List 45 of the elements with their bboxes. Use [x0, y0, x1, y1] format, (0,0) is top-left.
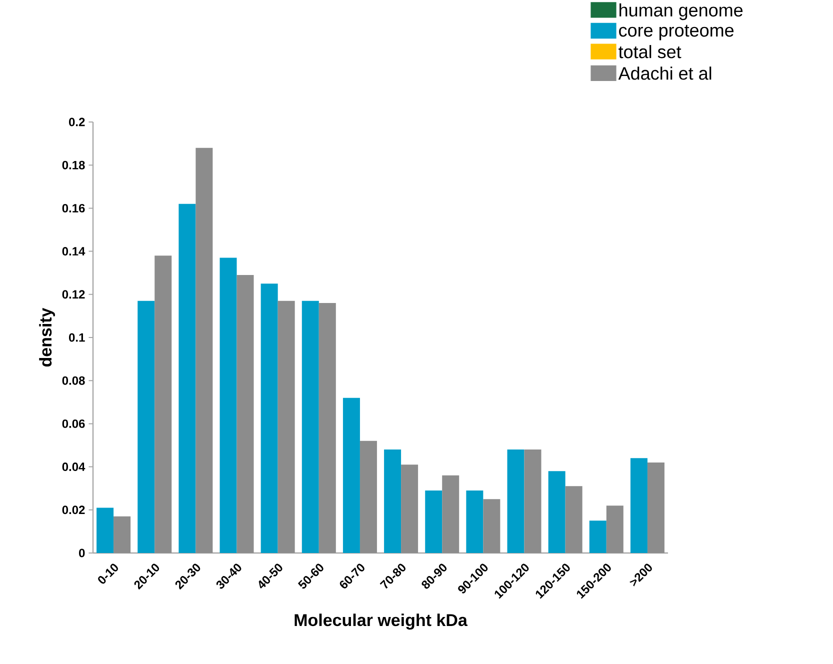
bar: [196, 148, 213, 553]
y-tick-label: 0.08: [62, 376, 85, 385]
y-tick-label: 0.1: [68, 333, 85, 342]
bar: [565, 486, 582, 553]
bar: [466, 490, 484, 553]
bar: [401, 464, 418, 553]
bar: [507, 450, 524, 553]
bar: [260, 284, 278, 553]
bar: [630, 458, 648, 553]
bar: [360, 440, 377, 553]
bar: [647, 462, 664, 553]
legend-label: total set: [618, 45, 682, 58]
y-tick-label: 0.16: [62, 204, 85, 212]
legend-label: Adachi et al: [618, 66, 712, 80]
legend-label: human genome: [620, 3, 743, 20]
y-tick-label: 0.18: [62, 160, 85, 170]
bar: [138, 300, 155, 553]
bar: [483, 499, 500, 553]
bar: [606, 506, 624, 553]
bar: [220, 258, 237, 553]
bar: [154, 256, 172, 553]
bar: [236, 274, 254, 553]
y-tick-label: 0.02: [62, 506, 85, 514]
bar: [278, 300, 295, 553]
bar: [589, 520, 606, 553]
bar: [524, 450, 542, 553]
bar: [384, 450, 402, 553]
y-axis-title: density: [39, 308, 55, 367]
bar: [302, 300, 319, 553]
bar: [114, 516, 131, 553]
bar: [318, 303, 336, 553]
y-tick-label: 0: [79, 548, 85, 558]
x-axis-title: Molecular weight kDa: [294, 614, 468, 630]
bar: [96, 508, 114, 553]
y-tick-label: 0.06: [62, 419, 85, 428]
bar: [442, 475, 460, 553]
bar: [178, 204, 196, 553]
y-tick-label: 0.12: [62, 290, 85, 299]
bar: [548, 471, 566, 553]
bar: [425, 490, 442, 553]
legend-label: core proteome: [619, 24, 734, 40]
y-tick-label: 0.04: [62, 462, 86, 472]
y-tick-label: 0.2: [68, 118, 85, 126]
y-tick-label: 0.14: [62, 247, 86, 256]
bar: [342, 398, 360, 553]
